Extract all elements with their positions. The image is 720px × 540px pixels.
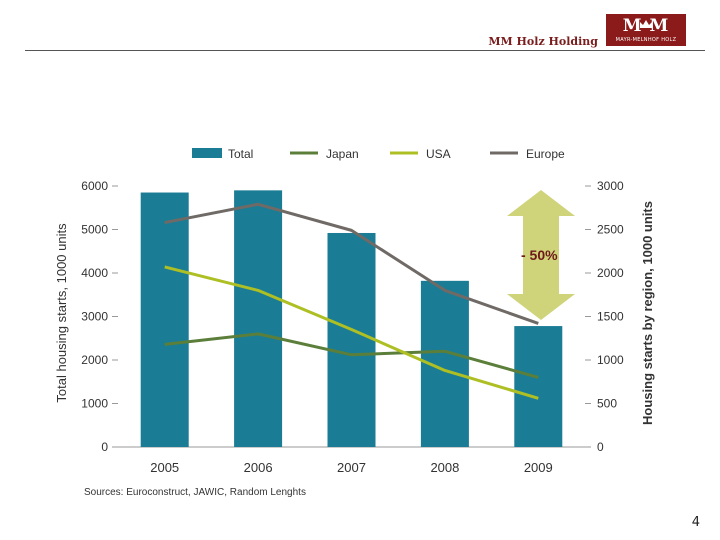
y-tick-label: 5000 (81, 223, 108, 237)
logo-letters: M M (622, 16, 670, 36)
change-annotation: - 50% (507, 190, 575, 320)
y2-tick-label: 2500 (597, 223, 624, 237)
y2-tick-label: 3000 (597, 179, 624, 193)
x-tick-label: 2005 (150, 460, 179, 475)
bar-total-2005 (140, 192, 189, 447)
change-label: - 50% (521, 247, 558, 263)
header-divider (25, 50, 705, 51)
x-tick-label: 2006 (244, 460, 273, 475)
y2-tick-label: 1000 (597, 353, 624, 367)
crown-icon (640, 20, 652, 28)
chart-axes: 0 1000 2000 3000 4000 5000 6000 0 500 1000 1500 200… (81, 179, 624, 475)
x-tick-label: 2009 (524, 460, 553, 475)
line-series-usa (164, 265, 539, 400)
legend-swatch-total (192, 148, 222, 158)
bar-total-2006 (234, 190, 283, 447)
company-logo: M M MAYR-MELNHOF HOLZ (606, 14, 686, 46)
bar-total-2007 (327, 232, 376, 447)
y2-tick-label: 0 (597, 440, 604, 454)
header-title: MM Holz Holding (488, 35, 598, 48)
y2-tick-label: 500 (597, 397, 617, 411)
bar-total-2009 (514, 326, 563, 447)
legend-label-europe: Europe (526, 147, 565, 161)
bar-series-total (140, 190, 563, 447)
line-series-europe (164, 202, 539, 325)
legend-label-japan: Japan (326, 147, 359, 161)
x-tick-label: 2008 (430, 460, 459, 475)
source-note: Sources: Euroconstruct, JAWIC, Random Le… (84, 487, 306, 498)
logo-text: MAYR-MELNHOF HOLZ (615, 37, 677, 43)
y-axis-label: Total housing starts, 1000 units (54, 223, 69, 403)
y-tick-label: 2000 (81, 353, 108, 367)
y-tick-label: 0 (101, 440, 108, 454)
y-tick-label: 3000 (81, 310, 108, 324)
y-tick-label: 4000 (81, 266, 108, 280)
y-tick-label: 1000 (81, 397, 108, 411)
chart-legend: Total Japan USA Europe (192, 147, 565, 161)
page-number: 4 (691, 515, 700, 530)
x-tick-label: 2007 (337, 460, 366, 475)
line-series-japan (164, 332, 539, 379)
y2-tick-label: 1500 (597, 310, 624, 324)
y2-tick-label: 2000 (597, 266, 624, 280)
y-tick-label: 6000 (81, 179, 108, 193)
legend-label-usa: USA (426, 147, 451, 161)
line-series (164, 202, 539, 400)
y2-axis-label: Housing starts by region, 1000 units (640, 201, 655, 425)
double-arrow-icon (507, 190, 575, 320)
legend-label-total: Total (228, 147, 253, 161)
